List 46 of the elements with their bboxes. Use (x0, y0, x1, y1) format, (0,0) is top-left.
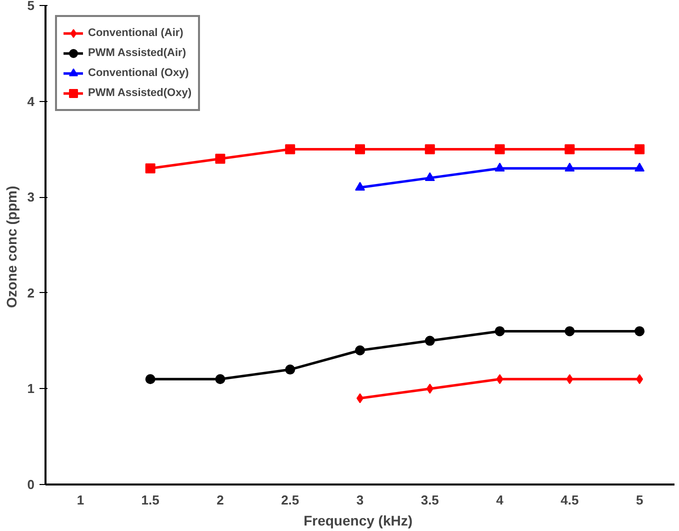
x-tick-label: 3 (356, 492, 364, 508)
point (285, 364, 296, 375)
legend-label: PWM Assisted(Oxy) (88, 87, 192, 99)
point (424, 172, 435, 182)
x-tick-label: 2 (216, 492, 224, 508)
x-axis-title: Frequency (kHz) (304, 512, 413, 528)
y-tick-label: 2 (27, 285, 35, 300)
point (636, 374, 644, 384)
legend-label: Conventional (Air) (88, 27, 184, 39)
point (634, 144, 645, 154)
y-axis-title: Ozone conc (ppm) (3, 186, 20, 308)
point (564, 144, 575, 154)
x-tick-label: 5 (636, 492, 644, 508)
point (496, 374, 504, 384)
point (494, 162, 505, 172)
x-tick-label: 2.5 (281, 492, 300, 508)
point (215, 374, 226, 384)
point (564, 162, 575, 172)
point (355, 144, 365, 154)
point (494, 144, 505, 154)
point (564, 326, 575, 336)
x-tick-label: 1.5 (141, 492, 160, 508)
point (634, 326, 645, 336)
x-tick-label: 4.5 (560, 492, 579, 508)
y-tick-label: 3 (27, 190, 35, 205)
x-tick-label: 3.5 (420, 492, 439, 508)
point (634, 162, 645, 172)
y-tick-label: 4 (27, 94, 36, 109)
point (424, 336, 435, 346)
point (426, 384, 434, 394)
point (285, 144, 296, 154)
point (145, 374, 156, 384)
point (424, 144, 435, 154)
point (494, 326, 505, 336)
point (215, 154, 226, 164)
x-tick-label: 4 (496, 492, 504, 508)
legend-label: PWM Assisted(Air) (88, 47, 186, 59)
point (355, 182, 365, 191)
point (145, 163, 156, 174)
y-tick-label: 5 (27, 0, 35, 13)
x-tick-label: 1 (76, 492, 84, 508)
point (566, 374, 574, 384)
legend-label: Conventional (Oxy) (88, 67, 189, 79)
y-tick-label: 0 (27, 477, 35, 492)
y-tick-label: 1 (27, 381, 35, 396)
point (355, 345, 365, 356)
